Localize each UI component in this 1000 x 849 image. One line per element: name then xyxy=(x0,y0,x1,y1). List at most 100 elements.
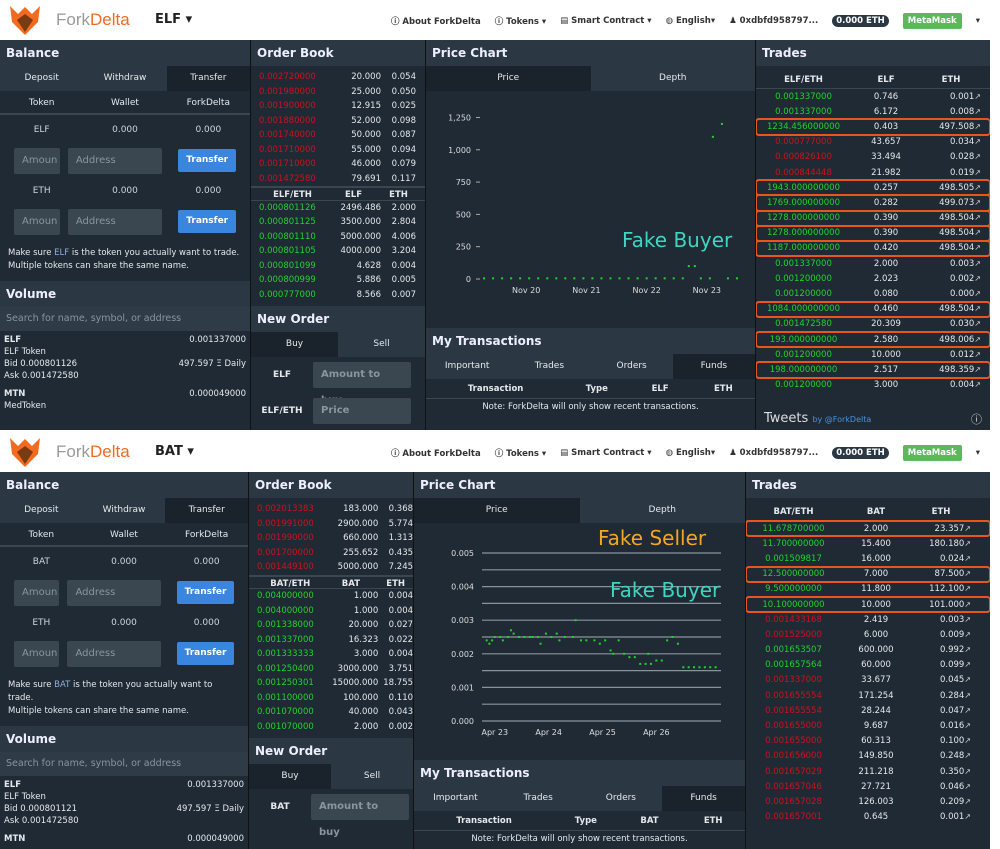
token-search-input[interactable]: Search for name, symbol, or address xyxy=(0,752,248,776)
tab-depth[interactable]: Depth xyxy=(659,73,687,83)
external-link-icon[interactable]: ↗ xyxy=(964,629,971,639)
metamask-button[interactable]: MetaMask xyxy=(902,13,962,29)
trade-row[interactable]: 0.001337000 33.677 0.045↗ xyxy=(746,673,990,688)
bid-order-row[interactable]: 0.004000000 1.000 0.004 xyxy=(249,604,413,619)
trade-row[interactable]: 0.001657001 0.645 0.001↗ xyxy=(746,810,990,825)
nav-link[interactable]: ⓘ About ForkDelta xyxy=(390,449,481,459)
trade-row[interactable]: 0.001655000 9.687 0.016↗ xyxy=(746,718,990,733)
external-link-icon[interactable]: ↗ xyxy=(964,736,971,746)
tab-buy[interactable]: Buy xyxy=(249,764,331,789)
transfer-button[interactable]: Transfer xyxy=(178,210,237,233)
tab-sell[interactable]: Sell xyxy=(373,339,390,349)
bid-order-row[interactable]: 0.000800999 5.886 0.005 xyxy=(251,273,425,288)
volume-list-item[interactable]: MTN 0.000049000 xyxy=(0,830,248,849)
trade-row[interactable]: 0.001657564 60.000 0.099↗ xyxy=(746,658,990,673)
tweets-widget[interactable]: Tweets by @ForkDelta ⓘ xyxy=(756,408,990,430)
bid-order-row[interactable]: 0.000801125 3500.000 2.804 xyxy=(251,215,425,230)
external-link-icon[interactable]: ↗ xyxy=(964,538,971,548)
nav-link[interactable]: ⓘ About ForkDelta xyxy=(390,17,481,27)
external-link-icon[interactable]: ↗ xyxy=(964,569,971,579)
external-link-icon[interactable]: ↗ xyxy=(974,121,981,131)
ask-order-row[interactable]: 0.001740000 50.000 0.087 xyxy=(251,128,425,143)
trade-row[interactable]: 0.001200000 3.000 0.004↗ xyxy=(756,378,990,393)
tab-funds[interactable]: Funds xyxy=(672,354,755,379)
external-link-icon[interactable]: ↗ xyxy=(974,380,981,390)
external-link-icon[interactable]: ↗ xyxy=(974,349,981,359)
external-link-icon[interactable]: ↗ xyxy=(974,152,981,162)
suspicious-trade-row[interactable]: 10.100000000 10.000 101.000↗ xyxy=(746,595,990,614)
external-link-icon[interactable]: ↗ xyxy=(974,91,981,101)
external-link-icon[interactable]: ↗ xyxy=(964,553,971,563)
external-link-icon[interactable]: ↗ xyxy=(974,319,981,329)
external-link-icon[interactable]: ↗ xyxy=(974,228,981,238)
tab-orders[interactable]: Orders xyxy=(616,361,647,371)
external-link-icon[interactable]: ↗ xyxy=(974,137,981,147)
bid-order-row[interactable]: 0.000801105 4000.000 3.204 xyxy=(251,244,425,259)
transfer-button[interactable]: Transfer xyxy=(177,581,234,604)
trade-row[interactable]: 11.700000000 15.400 180.180↗ xyxy=(746,536,990,551)
trade-row[interactable]: 0.001200000 0.080 0.000↗ xyxy=(756,286,990,301)
tab-depth[interactable]: Depth xyxy=(648,505,676,515)
external-link-icon[interactable]: ↗ xyxy=(964,751,971,761)
bid-order-row[interactable]: 0.001338000 20.000 0.027 xyxy=(249,618,413,633)
external-link-icon[interactable]: ↗ xyxy=(974,243,981,253)
trade-row[interactable]: 0.001509817 16.000 0.024↗ xyxy=(746,551,990,566)
external-link-icon[interactable]: ↗ xyxy=(964,781,971,791)
external-link-icon[interactable]: ↗ xyxy=(974,304,981,314)
external-link-icon[interactable]: ↗ xyxy=(974,167,981,177)
external-link-icon[interactable]: ↗ xyxy=(964,721,971,731)
trade-row[interactable]: 0.000844448 21.982 0.019↗ xyxy=(756,165,990,180)
suspicious-trade-row[interactable]: 1278.000000000 0.390 498.504↗ xyxy=(756,224,990,242)
ask-order-row[interactable]: 0.002013383 183.000 0.368 xyxy=(249,502,413,517)
trade-row[interactable]: 0.000826100 33.494 0.028↗ xyxy=(756,150,990,165)
nav-link[interactable]: ▤ Smart Contract ▾ xyxy=(560,16,652,26)
suspicious-trade-row[interactable]: 1187.000000000 0.420 498.504↗ xyxy=(756,239,990,258)
external-link-icon[interactable]: ↗ xyxy=(964,796,971,806)
metamask-button[interactable]: MetaMask xyxy=(902,445,962,461)
tab-price[interactable]: Price xyxy=(426,66,591,91)
twitter-handle[interactable]: @ForkDelta xyxy=(824,415,872,424)
bid-order-row[interactable]: 0.000801126 2496.486 2.000 xyxy=(251,201,425,216)
trade-row[interactable]: 0.001433168 2.419 0.003↗ xyxy=(746,612,990,627)
ask-order-row[interactable]: 0.001990000 660.000 1.313 xyxy=(249,531,413,546)
bid-order-row[interactable]: 0.001337000 16.323 0.022 xyxy=(249,633,413,648)
suspicious-trade-row[interactable]: 1084.000000000 0.460 498.504↗ xyxy=(756,300,990,318)
nav-link[interactable]: ♟ 0xdbfd958797... xyxy=(729,16,819,26)
ask-order-row[interactable]: 0.002720000 20.000 0.054 xyxy=(251,70,425,85)
suspicious-trade-row[interactable]: 1234.456000000 0.403 497.508↗ xyxy=(756,118,990,136)
external-link-icon[interactable]: ↗ xyxy=(964,614,971,624)
token-search-input[interactable]: Search for name, symbol, or address xyxy=(0,307,250,331)
tab-transfer[interactable]: Transfer xyxy=(165,498,248,523)
trade-row[interactable]: 0.001200000 10.000 0.012↗ xyxy=(756,347,990,362)
account-dropdown-caret-icon[interactable]: ▾ xyxy=(975,448,980,458)
external-link-icon[interactable]: ↗ xyxy=(974,334,981,344)
tab-transfer[interactable]: Transfer xyxy=(166,66,250,91)
transfer-button[interactable]: Transfer xyxy=(177,642,234,665)
bid-order-row[interactable]: 0.000777000 8.566 0.007 xyxy=(251,288,425,303)
tab-sell[interactable]: Sell xyxy=(363,771,381,781)
nav-link[interactable]: ⓘ Tokens ▾ xyxy=(494,449,547,459)
external-link-icon[interactable]: ↗ xyxy=(974,289,981,299)
suspicious-trade-row[interactable]: 11.678700000 2.000 23.357↗ xyxy=(746,519,990,538)
nav-link[interactable]: ⓘ Tokens ▾ xyxy=(494,17,547,27)
external-link-icon[interactable]: ↗ xyxy=(974,182,981,192)
tab-price[interactable]: Price xyxy=(414,498,580,523)
amount-input[interactable]: Amoun xyxy=(14,579,60,606)
external-link-icon[interactable]: ↗ xyxy=(964,599,971,609)
trade-row[interactable]: 0.001657028 126.003 0.209↗ xyxy=(746,794,990,809)
trade-row[interactable]: 0.001653507 600.000 0.992↗ xyxy=(746,643,990,658)
tab-deposit[interactable]: Deposit xyxy=(24,73,59,83)
external-link-icon[interactable]: ↗ xyxy=(974,197,981,207)
brand-name[interactable]: ForkDelta xyxy=(56,442,130,462)
trade-row[interactable]: 0.001655554 171.254 0.284↗ xyxy=(746,688,990,703)
tab-funds[interactable]: Funds xyxy=(662,786,745,811)
address-input[interactable]: Address xyxy=(67,640,162,667)
external-link-icon[interactable]: ↗ xyxy=(974,273,981,283)
suspicious-trade-row[interactable]: 1278.000000000 0.390 498.504↗ xyxy=(756,209,990,227)
trade-row[interactable]: 0.001200000 2.023 0.002↗ xyxy=(756,271,990,286)
amount-input[interactable]: Amoun xyxy=(14,147,60,174)
external-link-icon[interactable]: ↗ xyxy=(964,523,971,533)
trade-row[interactable]: 0.001472580 20.309 0.030↗ xyxy=(756,317,990,332)
ask-order-row[interactable]: 0.001900000 12.915 0.025 xyxy=(251,99,425,114)
trade-row[interactable]: 0.001655000 60.313 0.100↗ xyxy=(746,734,990,749)
